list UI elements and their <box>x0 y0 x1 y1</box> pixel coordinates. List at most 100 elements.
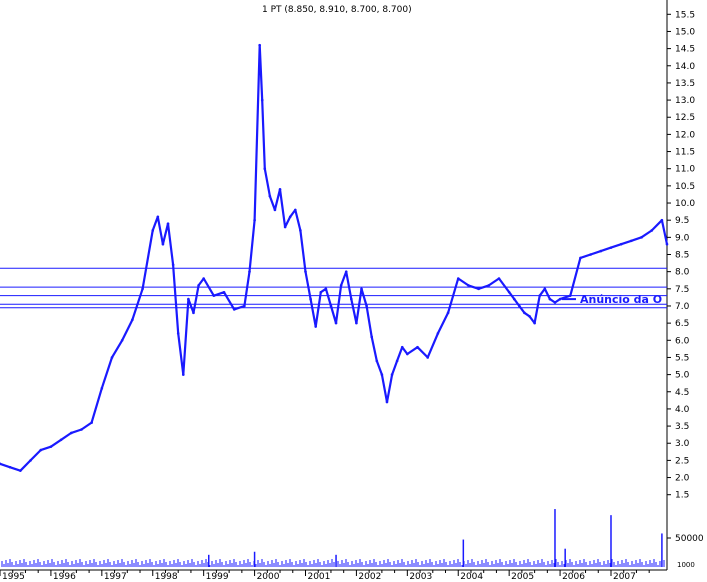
data-point <box>339 284 343 287</box>
data-point <box>278 188 282 191</box>
y-tick-label: 9.5 <box>675 216 689 226</box>
data-point <box>533 321 536 325</box>
x-tick-label: 1999 <box>206 572 229 582</box>
data-point <box>344 270 348 273</box>
y-tick-label: 12.0 <box>675 130 695 140</box>
data-point <box>202 277 205 280</box>
data-point <box>467 284 470 287</box>
data-point <box>263 167 267 171</box>
data-point <box>507 290 511 294</box>
data-point <box>456 277 460 280</box>
data-point <box>324 287 328 291</box>
data-point <box>187 297 190 301</box>
y-tick-label: 7.5 <box>675 285 689 295</box>
data-point <box>650 229 654 232</box>
y-tick-label: 3.5 <box>675 422 689 432</box>
x-tick-label: 2003 <box>409 572 432 582</box>
data-point <box>166 222 170 225</box>
data-point <box>319 290 323 294</box>
data-point <box>599 249 603 253</box>
data-point <box>314 325 317 328</box>
data-point <box>385 400 389 404</box>
price-series <box>0 43 669 472</box>
y-tick-label: 4.5 <box>675 388 689 398</box>
data-point <box>609 246 613 249</box>
data-point <box>273 208 277 212</box>
data-point <box>416 345 419 349</box>
data-point <box>497 277 501 280</box>
x-tick-label: 2007 <box>613 572 636 582</box>
data-point <box>477 287 480 291</box>
y-tick-label: 8.5 <box>675 251 689 261</box>
y-tick-label: 12.5 <box>675 113 695 123</box>
data-point <box>110 356 114 359</box>
y-tick-label: 11.0 <box>675 165 695 175</box>
data-point <box>426 356 429 359</box>
data-point <box>395 359 399 363</box>
data-point <box>487 284 491 287</box>
y-tick-label: 2.5 <box>675 456 689 466</box>
data-point <box>665 242 669 246</box>
data-point <box>19 469 22 472</box>
data-point <box>406 352 409 356</box>
data-point <box>660 218 664 222</box>
y-tick-label: 15.0 <box>675 27 695 37</box>
data-point <box>176 332 180 335</box>
data-point <box>212 294 216 297</box>
y-tick-label: 15.5 <box>675 10 695 20</box>
data-point <box>360 287 363 291</box>
data-point <box>253 218 256 222</box>
y-tick-label: 13.0 <box>675 96 695 106</box>
data-point <box>304 270 307 273</box>
data-point <box>161 242 165 246</box>
data-point <box>90 421 93 424</box>
data-point <box>380 373 384 376</box>
y-tick-label: 5.5 <box>675 353 689 363</box>
data-point <box>390 373 394 376</box>
x-tick-label: 2000 <box>257 572 280 582</box>
data-point <box>29 459 32 462</box>
data-point <box>268 194 272 198</box>
series-line <box>0 44 669 472</box>
data-point <box>365 304 368 308</box>
data-point <box>288 215 292 219</box>
data-point <box>8 465 12 469</box>
y-tick-label: 6.0 <box>675 336 690 346</box>
data-point <box>197 284 200 287</box>
data-point <box>548 297 552 301</box>
data-point <box>579 256 582 260</box>
y-tick-label: 5.0 <box>675 371 690 381</box>
data-point <box>558 297 562 301</box>
x-tick-label: 2002 <box>358 572 381 582</box>
data-point <box>619 242 623 246</box>
data-point <box>294 208 297 212</box>
data-point <box>543 287 547 291</box>
data-point <box>329 304 333 308</box>
data-point <box>630 239 633 243</box>
x-tick-label: 2006 <box>562 572 585 582</box>
data-point <box>59 438 63 442</box>
x-tick-label: 1997 <box>104 572 127 582</box>
y-tick-label: 2.0 <box>675 474 690 484</box>
data-point <box>131 318 134 321</box>
data-point <box>523 311 526 315</box>
data-point <box>375 359 379 363</box>
y-tick-label: 14.5 <box>675 45 695 55</box>
x-tick-label: 1996 <box>53 572 76 582</box>
data-point <box>446 311 450 315</box>
data-point <box>568 294 572 297</box>
y-tick-label: 11.5 <box>675 148 695 158</box>
y-tick-label: 6.5 <box>675 319 689 329</box>
data-point <box>299 229 302 232</box>
data-point <box>243 304 246 308</box>
data-point <box>309 297 312 301</box>
data-point <box>258 43 261 47</box>
x-tick-label: 1998 <box>155 572 178 582</box>
x-tick-label: 2001 <box>307 572 330 582</box>
data-point <box>100 387 104 390</box>
data-point <box>156 215 160 219</box>
data-point <box>260 98 264 102</box>
data-point <box>436 332 440 335</box>
data-point <box>192 311 195 315</box>
